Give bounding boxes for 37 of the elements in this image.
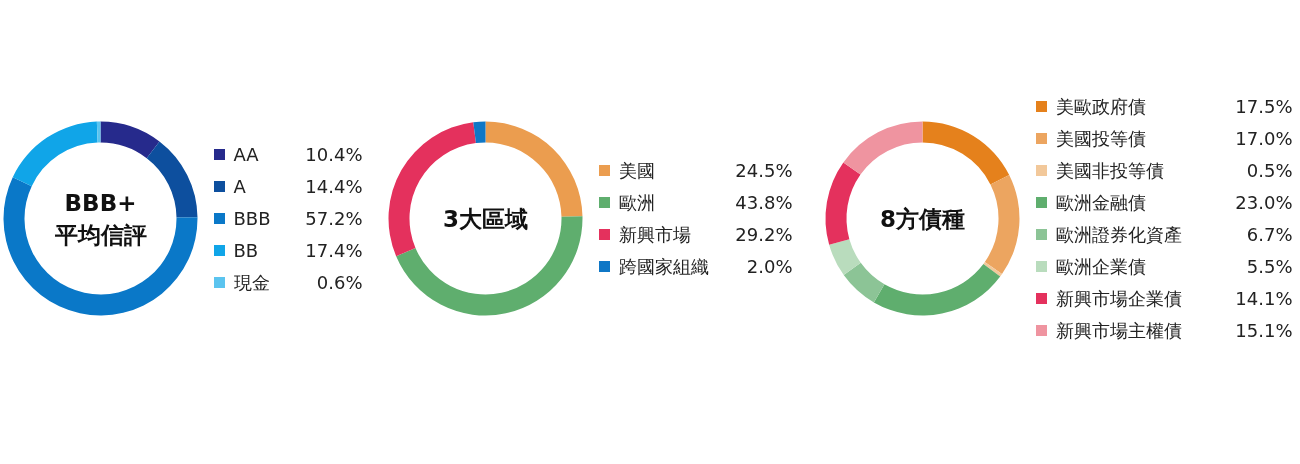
data-label: 24.5% xyxy=(735,160,793,181)
legend-label: A xyxy=(233,176,247,197)
legend-label: 美國投等債 xyxy=(1055,128,1146,149)
data-label: 29.2% xyxy=(735,224,793,245)
legend-label: 跨國家組織 xyxy=(618,256,709,277)
data-label: 0.5% xyxy=(1246,160,1293,181)
legend-label: 新興市場 xyxy=(618,224,691,245)
legend-label: 新興市場企業債 xyxy=(1055,288,1182,309)
text: 3大區域 xyxy=(443,205,529,232)
data-label: 17.0% xyxy=(1235,128,1293,149)
legend-label: 歐洲 xyxy=(618,192,655,213)
legend-label: 歐洲金融債 xyxy=(1055,192,1146,213)
legend-label: AA xyxy=(233,144,260,165)
data-label: 6.7% xyxy=(1246,224,1293,245)
data-label: 17.5% xyxy=(1235,96,1293,117)
text: BBB+ 平均信評 xyxy=(53,189,147,248)
data-label: 10.4% xyxy=(305,144,363,165)
legend-label: 美歐政府債 xyxy=(1055,96,1146,117)
data-label: 5.5% xyxy=(1246,256,1293,277)
legend-label: 美國 xyxy=(618,160,655,181)
text: 8方債種 xyxy=(880,205,966,232)
data-label: 15.1% xyxy=(1235,320,1293,341)
legend-label: 歐洲證券化資產 xyxy=(1055,224,1182,245)
data-label: 57.2% xyxy=(305,208,363,229)
data-label: 17.4% xyxy=(305,240,363,261)
data-label: 14.1% xyxy=(1235,288,1293,309)
legend-label: 美國非投等債 xyxy=(1055,160,1164,181)
legend-label: 現金 xyxy=(233,272,270,293)
data-label: 0.6% xyxy=(316,272,363,293)
legend-label: BB xyxy=(233,240,259,261)
legend-label: 新興市場主權債 xyxy=(1055,320,1182,341)
data-label: 43.8% xyxy=(735,192,793,213)
legend-label: BBB xyxy=(233,208,271,229)
data-label: 14.4% xyxy=(305,176,363,197)
legend-label: 歐洲企業債 xyxy=(1055,256,1146,277)
data-label: 23.0% xyxy=(1235,192,1293,213)
data-label: 2.0% xyxy=(746,256,793,277)
